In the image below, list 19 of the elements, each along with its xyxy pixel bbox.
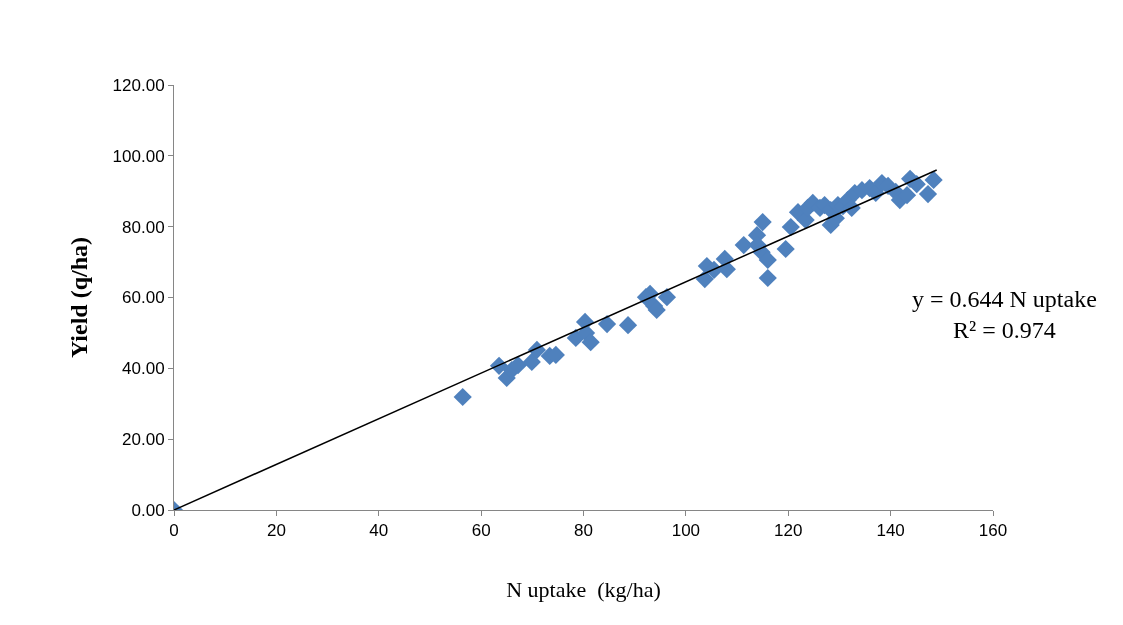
y-tick-label: 60.00 — [122, 288, 165, 308]
y-tick-label: 100.00 — [112, 146, 165, 166]
x-tick-label: 20 — [266, 521, 286, 541]
y-tick-label: 0.00 — [131, 500, 165, 520]
x-tick-label: 60 — [471, 521, 491, 541]
x-tick-label: 160 — [978, 521, 1008, 541]
x-axis-title: N uptake (kg/ha) — [506, 577, 661, 603]
y-tick-label: 120.00 — [112, 75, 165, 95]
x-tick-label: 80 — [574, 521, 593, 541]
x-tick-label: 100 — [671, 521, 701, 541]
x-tick-label: 140 — [876, 521, 905, 541]
y-tick-label: 40.00 — [122, 359, 165, 379]
y-tick-label: 20.00 — [122, 430, 165, 450]
x-tick-label: 40 — [369, 521, 389, 541]
annotation: y = 0.644 N uptake R² = 0.974 — [912, 286, 1097, 344]
y-tick-label: 80.00 — [122, 217, 165, 237]
y-axis-title: Yield (q/ha) — [65, 236, 92, 359]
x-tick-label: 0 — [169, 521, 179, 541]
x-tick-label: 120 — [774, 521, 803, 541]
